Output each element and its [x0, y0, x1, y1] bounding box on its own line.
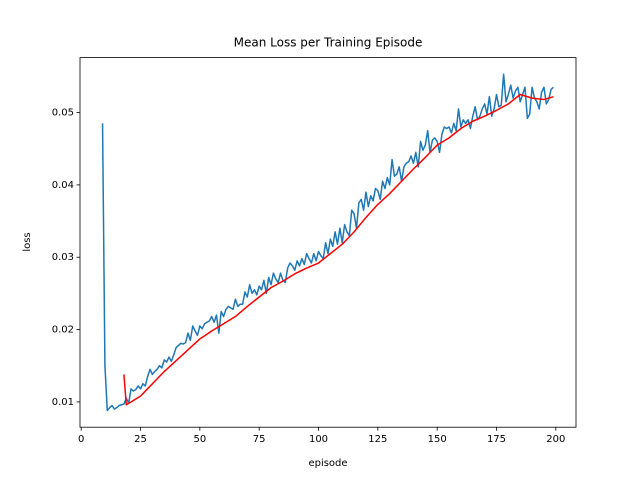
y-tick-label: 0.02: [52, 325, 74, 336]
y-tick-label: 0.03: [52, 252, 74, 263]
y-tick-label: 0.04: [52, 180, 74, 191]
chart-title: Mean Loss per Training Episode: [234, 36, 423, 50]
x-tick-label: 0: [78, 434, 84, 445]
x-tick-label: 175: [487, 434, 506, 445]
x-axis-label: episode: [308, 458, 347, 469]
x-tick-label: 125: [368, 434, 387, 445]
x-tick-label: 25: [134, 434, 147, 445]
plot-frame: [79, 57, 577, 428]
x-tick-label: 50: [193, 434, 206, 445]
y-tick-label: 0.01: [52, 397, 74, 408]
y-tick-label: 0.05: [52, 108, 74, 119]
x-tick-label: 100: [309, 434, 328, 445]
x-tick-label: 200: [546, 434, 565, 445]
x-tick-label: 75: [253, 434, 266, 445]
x-tick-label: 150: [428, 434, 447, 445]
line-series: [123, 93, 554, 406]
y-axis-label: loss: [22, 232, 33, 251]
